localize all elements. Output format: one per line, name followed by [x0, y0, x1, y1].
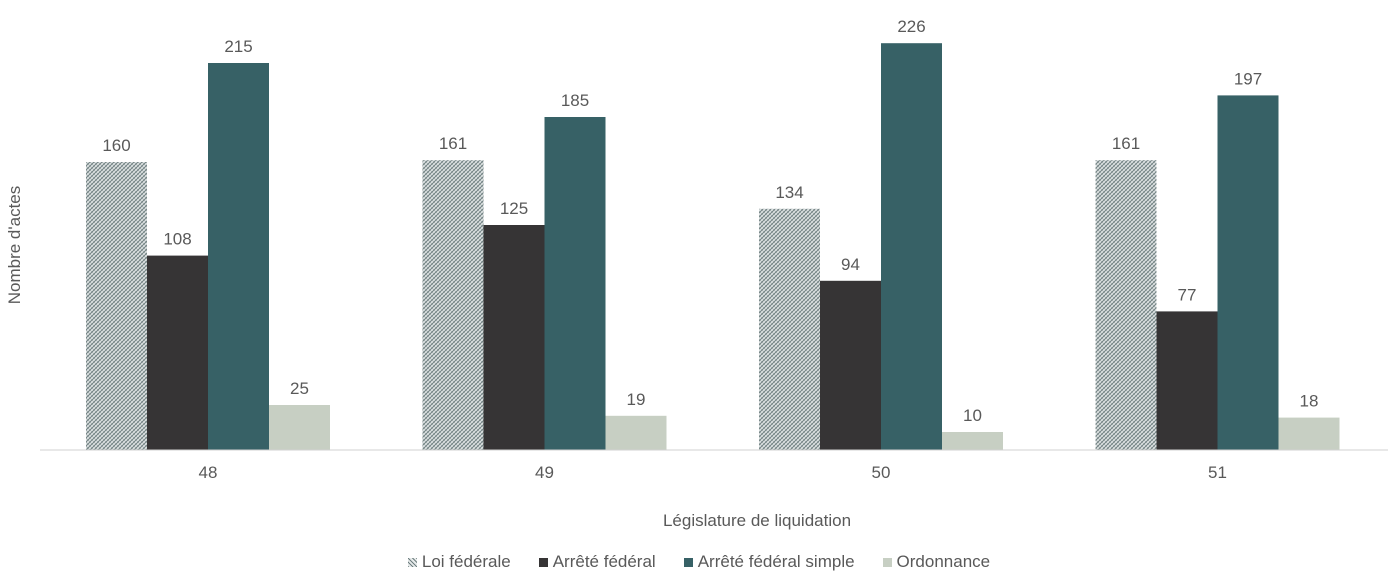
bar-arr-t-f-d-ral-simple-49: [544, 117, 606, 450]
bar-loi-f-d-rale-51: [1095, 160, 1157, 450]
data-label: 134: [775, 183, 803, 202]
bar-loi-f-d-rale-50: [759, 208, 820, 450]
x-tick-label: 49: [535, 463, 554, 482]
bar-arr-t-f-d-ral-50: [820, 280, 881, 450]
legend-item: Ordonnance: [882, 552, 991, 572]
x-tick-label: 51: [1208, 463, 1227, 482]
data-label: 226: [897, 17, 925, 36]
bar-arr-t-f-d-ral-simple-51: [1217, 95, 1279, 451]
data-label: 197: [1234, 69, 1262, 88]
bar-arr-t-f-d-ral-51: [1156, 311, 1218, 450]
legend-swatch: [538, 557, 548, 567]
bar-ordonnance-50: [942, 432, 1003, 450]
legend-label: Arrêté fédéral: [552, 552, 656, 571]
legend: Loi fédérale Arrêté fédéral Arrêté fédéral…: [0, 552, 1398, 572]
y-axis-title: Nombre d'actes: [5, 186, 24, 305]
bar-arr-t-f-d-ral-simple-48: [208, 63, 269, 450]
data-labels-group: 160 108 215 25 161 125 185 19 134 94 226 10 161 77 197…: [102, 17, 1318, 425]
legend-item: Loi fédérale: [407, 552, 511, 572]
data-label: 77: [1178, 285, 1197, 304]
data-label: 10: [963, 406, 982, 425]
data-label: 108: [163, 230, 191, 249]
data-label: 94: [841, 255, 860, 274]
legend-swatch: [683, 557, 693, 567]
bar-arr-t-f-d-ral-simple-50: [881, 43, 942, 450]
x-axis-title: Législature de liquidation: [663, 511, 851, 530]
data-label: 185: [561, 91, 589, 110]
data-label: 125: [500, 199, 528, 218]
bar-arr-t-f-d-ral-48: [147, 255, 208, 450]
x-tick-label: 50: [872, 463, 891, 482]
bar-arr-t-f-d-ral-49: [483, 225, 545, 450]
data-label: 161: [439, 134, 467, 153]
legend-item: Arrêté fédéral: [538, 552, 656, 572]
x-tick-labels: 48 49 50 51: [199, 463, 1227, 482]
bars-group: [86, 43, 1340, 451]
data-label: 19: [627, 390, 646, 409]
bar-loi-f-d-rale-49: [422, 160, 484, 450]
legend-item: Arrêté fédéral simple: [683, 552, 855, 572]
x-tick-label: 48: [199, 463, 218, 482]
data-label: 25: [290, 379, 309, 398]
data-label: 161: [1112, 134, 1140, 153]
bar-ordonnance-48: [269, 405, 330, 450]
bar-ordonnance-51: [1278, 417, 1340, 450]
data-label: 215: [224, 37, 252, 56]
bar-loi-f-d-rale-48: [86, 162, 147, 450]
legend-label: Arrêté fédéral simple: [697, 552, 855, 571]
legend-label: Ordonnance: [896, 552, 991, 571]
legend-swatch: [407, 557, 417, 567]
legend-label: Loi fédérale: [421, 552, 511, 571]
data-label: 160: [102, 136, 130, 155]
legend-swatch: [882, 557, 892, 567]
data-label: 18: [1300, 392, 1319, 411]
bar-ordonnance-49: [605, 415, 667, 450]
